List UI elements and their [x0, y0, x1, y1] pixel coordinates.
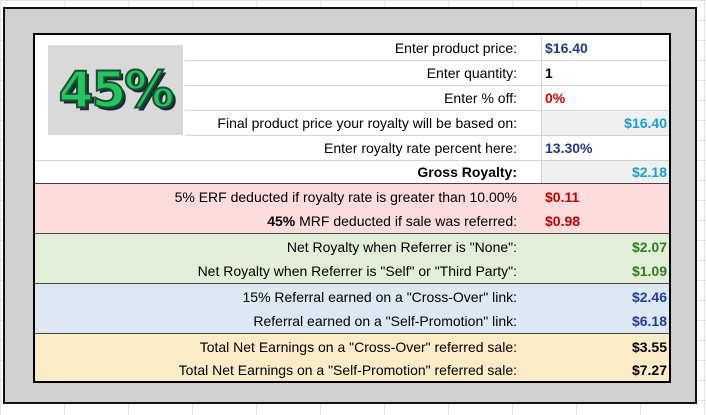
price-row: Enter product price: $16.40: [35, 35, 669, 60]
row-divider: [185, 110, 669, 111]
quantity-label: Enter quantity:: [426, 64, 517, 81]
net-self-label: Net Royalty when Referrer is "Self" or "…: [197, 262, 517, 279]
final-price-row: Final product price your royalty will be…: [35, 110, 669, 135]
final-price-label: Final product price your royalty will be…: [217, 114, 517, 131]
erf-label: 5% ERF deducted if royalty rate is great…: [174, 188, 517, 205]
referral-promo-row: Referral earned on a "Self-Promotion" li…: [35, 308, 669, 333]
column-divider: [541, 35, 542, 183]
total-promo-value: $7.27: [631, 361, 667, 378]
referral-promo-value: $6.18: [631, 312, 667, 329]
referral-cross-row: 15% Referral earned on a "Cross-Over" li…: [35, 284, 669, 309]
total-promo-row: Total Net Earnings on a "Self-Promotion"…: [35, 357, 669, 382]
erf-row: 5% ERF deducted if royalty rate is great…: [35, 184, 669, 209]
royalty-rate-label: Enter royalty rate percent here:: [324, 139, 517, 156]
net-none-label: Net Royalty when Referrer is "None":: [286, 238, 517, 255]
gross-royalty-value: $2.18: [631, 163, 667, 180]
mrf-percent: 45%: [267, 212, 296, 229]
royalty-calculator-panel: 45% Enter product price: $16.40 Enter qu…: [33, 33, 671, 383]
mrf-value: $0.98: [545, 212, 581, 229]
quantity-row: Enter quantity: 1: [35, 60, 669, 85]
net-none-value: $2.07: [631, 238, 667, 255]
deductions-section: [35, 183, 669, 233]
total-cross-value: $3.55: [631, 338, 667, 355]
price-label: Enter product price:: [394, 39, 517, 56]
gross-royalty-row: Gross Royalty: $2.18: [35, 159, 669, 184]
net-self-value: $1.09: [631, 262, 667, 279]
total-cross-label: Total Net Earnings on a "Cross-Over" ref…: [199, 338, 517, 355]
referral-promo-label: Referral earned on a "Self-Promotion" li…: [253, 312, 517, 329]
referral-cross-value: $2.46: [631, 288, 667, 305]
row-divider: [185, 85, 669, 86]
row-divider: [185, 60, 669, 61]
percent-badge-text: 45%: [58, 60, 176, 120]
referral-cross-label: 15% Referral earned on a "Cross-Over" li…: [242, 288, 518, 305]
erf-value: $0.11: [545, 188, 580, 205]
quantity-input[interactable]: 1: [545, 64, 553, 81]
mrf-label: 45% MRF deducted if sale was referred:: [35, 213, 525, 229]
mrf-row: 45% MRF deducted if sale was referred: $…: [35, 208, 669, 233]
mrf-label-text: MRF deducted if sale was referred:: [295, 212, 517, 229]
gross-royalty-label: Gross Royalty:: [417, 163, 517, 180]
net-royalty-section: [35, 233, 669, 283]
row-divider: [35, 160, 669, 161]
row-divider: [185, 135, 669, 136]
final-price-value: $16.40: [624, 114, 667, 131]
totals-section: [35, 333, 669, 381]
percent-badge: 45%: [48, 45, 183, 135]
percent-off-input[interactable]: 0%: [545, 89, 566, 106]
royalty-rate-input[interactable]: 13.30%: [545, 139, 593, 156]
price-input[interactable]: $16.40: [545, 39, 588, 56]
referral-section: [35, 283, 669, 333]
gross-royalty-cell-bg: [541, 160, 669, 183]
total-promo-label: Total Net Earnings on a "Self-Promotion"…: [178, 361, 517, 378]
percent-off-row: Enter % off: 0%: [35, 85, 669, 110]
final-price-cell-bg: [541, 110, 669, 135]
net-self-row: Net Royalty when Referrer is "Self" or "…: [35, 258, 669, 283]
total-cross-row: Total Net Earnings on a "Cross-Over" ref…: [35, 334, 669, 359]
percent-off-label: Enter % off:: [444, 89, 517, 106]
net-none-row: Net Royalty when Referrer is "None": $2.…: [35, 234, 669, 259]
royalty-rate-row: Enter royalty rate percent here: 13.30%: [35, 135, 669, 160]
